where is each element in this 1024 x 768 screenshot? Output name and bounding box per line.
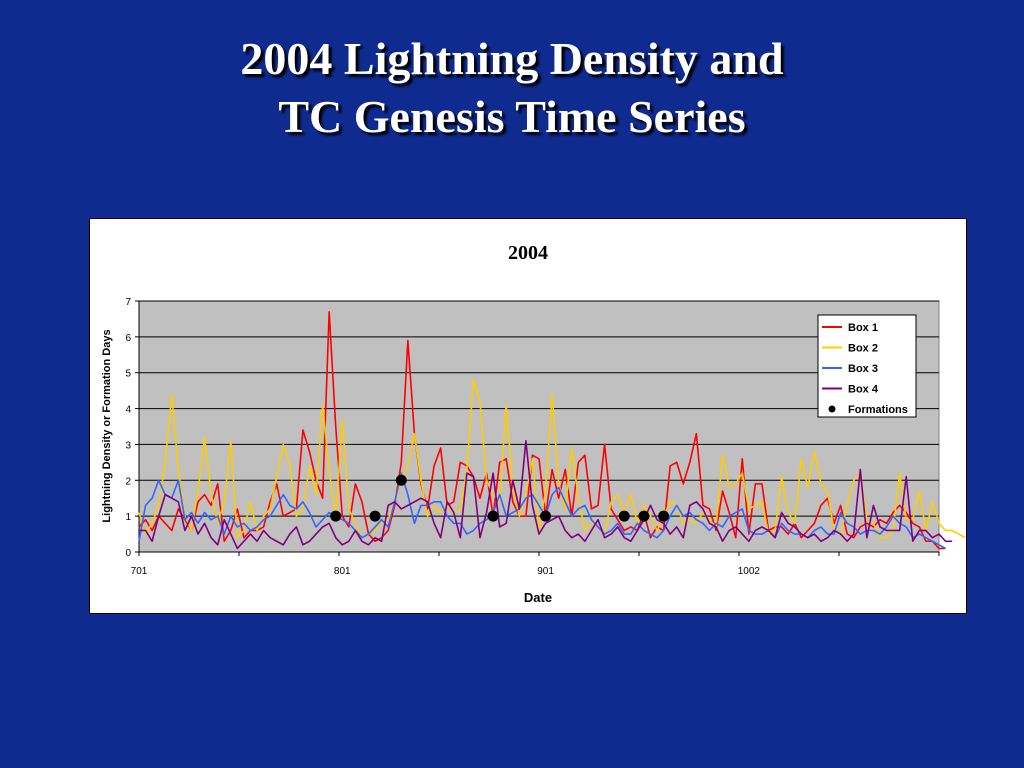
legend-swatch-formations bbox=[828, 405, 836, 413]
legend-label: Box 2 bbox=[848, 343, 878, 355]
legend: Box 1 Box 2 Box 3 Box 4 Formations bbox=[817, 314, 917, 418]
legend-label: Formations bbox=[848, 404, 908, 416]
chart-frame: 2004 0 1 2 3 4 5 6 7 701 801 901 1002 Date Lightnin… bbox=[89, 218, 967, 614]
legend-label: Box 4 bbox=[848, 384, 879, 396]
formation-marker bbox=[487, 510, 499, 522]
formation-marker bbox=[330, 510, 342, 522]
series-line-box-3 bbox=[138, 472, 946, 550]
x-tick-label: 901 bbox=[537, 566, 554, 577]
plot-area: 0 1 2 3 4 5 6 7 701 801 901 1002 bbox=[125, 297, 966, 577]
line-chart: 2004 0 1 2 3 4 5 6 7 701 801 901 1002 Date Lightnin… bbox=[101, 242, 966, 605]
formation-marker bbox=[638, 510, 650, 522]
y-axis-label: Lightning Density or Formation Days bbox=[101, 329, 113, 522]
formation-marker bbox=[540, 510, 552, 522]
slide-title-line-1: 2004 Lightning Density and bbox=[240, 33, 784, 84]
legend-label: Box 1 bbox=[848, 322, 878, 334]
y-tick-label: 1 bbox=[125, 512, 131, 523]
chart-title: 2004 bbox=[508, 242, 548, 264]
legend-label: Box 3 bbox=[848, 363, 878, 375]
formation-marker bbox=[395, 474, 407, 486]
x-tick-label: 1002 bbox=[738, 566, 761, 577]
series-line-box-2 bbox=[138, 379, 966, 539]
series-line-box-4 bbox=[139, 440, 953, 550]
x-tick-label: 701 bbox=[131, 566, 148, 577]
formation-marker bbox=[369, 510, 381, 522]
y-tick-label: 2 bbox=[125, 476, 131, 487]
slide-title: 2004 Lightning Density and TC Genesis Ti… bbox=[0, 30, 1024, 146]
y-tick-label: 5 bbox=[125, 369, 131, 380]
formation-marker bbox=[618, 510, 630, 522]
y-tick-label: 0 bbox=[125, 548, 131, 559]
y-tick-label: 3 bbox=[125, 440, 131, 451]
legend-box bbox=[817, 314, 917, 418]
x-tick-label: 801 bbox=[334, 566, 351, 577]
y-tick-label: 6 bbox=[125, 333, 131, 344]
plot-background bbox=[138, 300, 940, 553]
y-tick-label: 4 bbox=[125, 405, 131, 416]
formation-marker bbox=[658, 510, 670, 522]
x-axis-label: Date bbox=[524, 590, 552, 605]
y-tick-label: 7 bbox=[125, 297, 131, 308]
slide-title-line-2: TC Genesis Time Series bbox=[278, 91, 746, 142]
